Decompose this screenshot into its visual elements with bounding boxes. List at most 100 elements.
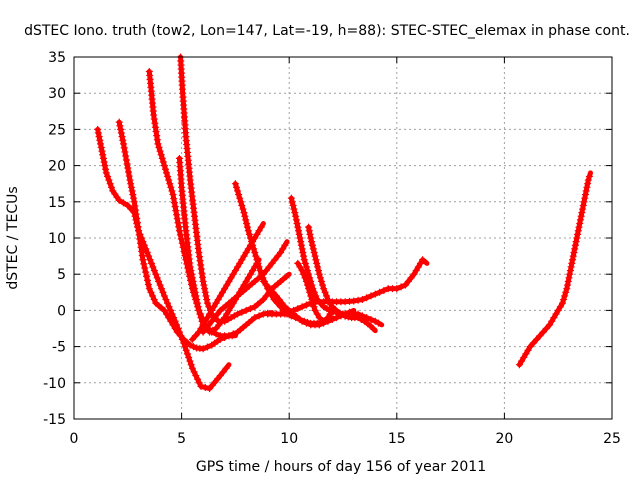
data-point [156, 147, 164, 155]
data-point [116, 122, 124, 130]
data-point [188, 270, 196, 278]
series-13 [264, 256, 430, 318]
data-point [147, 259, 155, 267]
data-point [163, 299, 171, 307]
data-point [279, 245, 287, 253]
data-point [410, 270, 418, 278]
data-point [127, 183, 135, 191]
data-point [561, 292, 569, 300]
data-point [581, 194, 589, 202]
data-point [566, 270, 574, 278]
data-point [307, 234, 315, 242]
data-point [199, 345, 207, 353]
data-point [168, 187, 176, 195]
data-point [143, 276, 151, 284]
data-point [299, 248, 307, 256]
data-point [160, 292, 168, 300]
data-point [302, 263, 310, 271]
data-point [127, 180, 135, 188]
data-point [138, 252, 146, 260]
data-point [225, 306, 233, 314]
data-point [274, 252, 282, 260]
data-point [285, 308, 293, 316]
data-point [160, 162, 168, 170]
data-point [197, 261, 205, 269]
data-point [125, 168, 133, 176]
data-point [234, 187, 242, 195]
y-axis-label: dSTEC / TECUs [5, 186, 21, 289]
data-point [300, 256, 308, 264]
data-point [222, 364, 230, 372]
data-point [354, 296, 362, 304]
data-point [136, 239, 144, 247]
data-point [191, 285, 199, 293]
chart-title: dSTEC Iono. truth (tow2, Lon=147, Lat=-1… [24, 23, 630, 39]
data-point [200, 281, 208, 289]
data-point [239, 205, 247, 213]
data-point [376, 288, 384, 296]
data-point [203, 296, 211, 304]
data-point [548, 317, 556, 325]
data-point [153, 136, 161, 144]
data-point [130, 198, 138, 206]
data-point [263, 281, 271, 289]
data-point [165, 176, 173, 184]
data-point [106, 180, 114, 188]
data-point [95, 133, 103, 141]
data-point [144, 281, 152, 289]
data-point [193, 296, 201, 304]
series-7 [199, 239, 290, 336]
data-point [203, 314, 211, 322]
data-point [137, 243, 145, 251]
data-point [99, 154, 107, 162]
data-point [186, 263, 194, 271]
data-point [191, 288, 199, 296]
x-tick-label: 5 [177, 431, 186, 447]
data-point [175, 227, 183, 235]
data-point [565, 274, 573, 282]
data-point [243, 223, 251, 231]
data-point [529, 339, 537, 347]
data-point [218, 288, 226, 296]
data-point [160, 306, 168, 314]
data-point [281, 241, 289, 249]
data-point [145, 252, 153, 260]
data-point [173, 328, 181, 336]
data-point [96, 136, 104, 144]
data-point [171, 325, 179, 332]
data-point [539, 328, 547, 336]
data-point [564, 277, 572, 285]
data-point [186, 357, 194, 365]
data-point [201, 288, 209, 296]
series-4 [177, 53, 292, 325]
data-point [255, 263, 263, 271]
data-point [158, 285, 166, 293]
data-point [324, 314, 332, 322]
data-point [237, 198, 245, 206]
data-point [550, 314, 558, 322]
data-point [576, 220, 584, 228]
data-point [298, 245, 306, 253]
data-point [240, 252, 248, 260]
data-point [367, 315, 375, 323]
data-point [159, 158, 167, 166]
data-point [301, 259, 309, 267]
data-point [210, 303, 218, 311]
data-point [298, 267, 306, 275]
data-point [124, 164, 132, 172]
data-point [416, 259, 424, 267]
data-point [301, 274, 309, 282]
data-point [297, 238, 305, 246]
data-point [569, 252, 577, 260]
data-point [294, 259, 302, 267]
data-point [246, 305, 254, 313]
data-point [198, 269, 206, 277]
data-point [309, 245, 317, 253]
data-point [579, 205, 587, 213]
data-point [115, 118, 123, 126]
data-point [562, 288, 570, 296]
data-point [182, 346, 190, 354]
data-point [251, 314, 259, 322]
data-point [100, 158, 108, 166]
data-point [307, 299, 315, 307]
